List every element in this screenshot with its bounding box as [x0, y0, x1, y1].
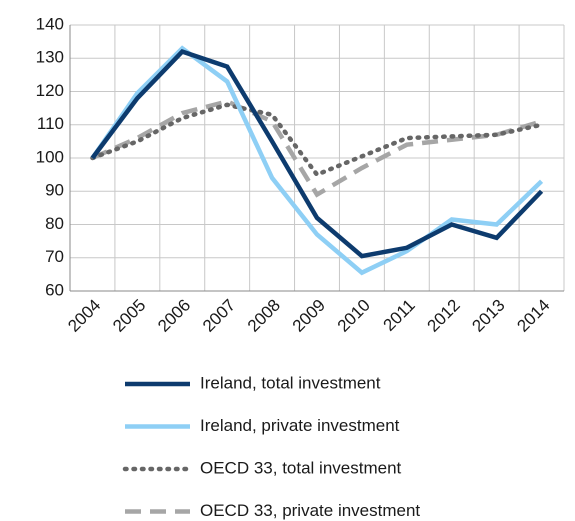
- series-line: [90, 49, 544, 259]
- y-tick-label: 90: [45, 181, 64, 200]
- x-tick-label: 2004: [64, 296, 104, 336]
- legend-label: Ireland, private investment: [200, 416, 400, 435]
- x-tick-label: 2013: [468, 296, 508, 336]
- y-tick-label: 100: [36, 147, 64, 166]
- y-tick-label: 60: [45, 280, 64, 299]
- legend-label: Ireland, total investment: [200, 373, 381, 392]
- y-tick-label: 110: [37, 114, 64, 133]
- series-line: [90, 45, 544, 276]
- x-tick-label: 2007: [199, 296, 239, 336]
- legend-label: OECD 33, total investment: [200, 458, 402, 477]
- series-line: [91, 99, 543, 198]
- x-tick-label: 2008: [244, 296, 284, 336]
- series-line: [90, 102, 544, 178]
- y-tick-label: 140: [36, 14, 64, 33]
- x-tick-label: 2006: [154, 296, 194, 336]
- y-tick-label: 130: [36, 48, 64, 67]
- x-tick-label: 2010: [334, 296, 374, 336]
- x-tick-label: 2012: [424, 296, 464, 336]
- x-tick-label: 2009: [289, 296, 329, 336]
- y-tick-label: 70: [45, 247, 64, 266]
- legend-label: OECD 33, private investment: [200, 501, 420, 520]
- x-tick-label: 2005: [109, 296, 149, 336]
- y-tick-label: 120: [36, 81, 64, 100]
- x-tick-label: 2011: [380, 296, 419, 335]
- y-tick-label: 80: [45, 214, 64, 233]
- x-tick-label: 2014: [513, 296, 553, 336]
